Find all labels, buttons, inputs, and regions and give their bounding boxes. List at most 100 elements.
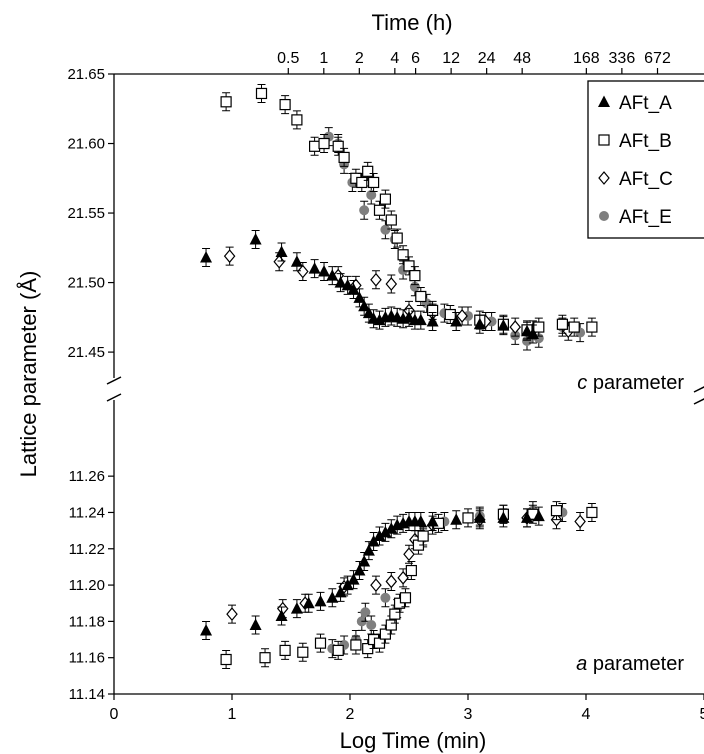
top-tick-label: 168 (573, 50, 600, 67)
y-tick-label: 21.65 (67, 66, 105, 83)
data-point (379, 193, 391, 205)
data-point (314, 637, 327, 649)
data-point (462, 512, 474, 524)
series-aft-a-panel-c (200, 229, 539, 344)
legend: AFt_A AFt_B AFt_C AFt_E (587, 80, 704, 239)
data-point (497, 319, 510, 331)
data-point (370, 272, 382, 287)
x-tick-label: 0 (110, 706, 119, 723)
data-point (403, 547, 415, 562)
data-point (358, 554, 371, 567)
data-point (223, 249, 236, 264)
data-point (356, 176, 368, 189)
data-point (415, 290, 427, 303)
y-tick-label: 21.60 (67, 136, 105, 153)
legend-marker (599, 211, 609, 221)
top-axis-title: Time (h) (371, 10, 452, 35)
x-axis: 0 1 2 3 4 5 (110, 693, 704, 723)
legend-box (587, 80, 704, 239)
c-panel-label-rest: parameter (587, 372, 684, 394)
data-point (405, 564, 417, 577)
data-point (568, 321, 580, 333)
data-point (200, 251, 213, 263)
data-point (586, 321, 598, 333)
x-tick-label: 1 (228, 706, 237, 723)
data-point (473, 511, 486, 523)
data-point (414, 313, 427, 326)
data-point (314, 594, 327, 607)
data-point (297, 264, 309, 279)
data-point (367, 535, 380, 547)
c-panel-label-italic: c (577, 372, 587, 394)
data-point (414, 515, 427, 527)
data-point (347, 283, 360, 295)
data-point (358, 299, 371, 312)
top-tick-label: 1 (319, 50, 328, 67)
top-tick-label: 4 (390, 50, 399, 67)
data-point (417, 530, 429, 542)
data-point (326, 269, 339, 281)
series-aft-a-panel-a (200, 506, 545, 640)
data-point (450, 315, 463, 327)
legend-label: AFt_E (619, 207, 672, 228)
top-tick-label: 24 (478, 50, 496, 67)
y-axis-title: Lattice parameter (Å) (16, 271, 41, 478)
axis-break-mark (693, 386, 704, 393)
data-point (353, 291, 366, 303)
c-panel-label: c parameter (577, 372, 684, 394)
top-tick-label: 336 (609, 50, 636, 67)
data-point (275, 609, 288, 621)
data-point (379, 525, 392, 538)
data-point (220, 653, 232, 666)
data-point (473, 317, 486, 330)
x-axis-title: Log Time (min) (340, 728, 487, 753)
data-point (389, 608, 401, 620)
series-aft-b-panel-a (220, 501, 598, 670)
data-point (556, 318, 569, 330)
data-point (302, 596, 315, 609)
y-axis: 21.45 21.50 21.55 21.60 21.65 11.14 11.16 11.18… (67, 66, 704, 703)
axis-break-mark (106, 376, 122, 385)
y-tick-label: 21.45 (67, 344, 105, 361)
data-point (290, 255, 303, 267)
legend-label: AFt_C (619, 169, 673, 190)
data-point (275, 245, 288, 257)
plot-area (200, 83, 598, 670)
data-point (509, 320, 521, 335)
y-tick-label: 11.20 (69, 577, 105, 594)
data-point (370, 578, 382, 593)
x-tick-label: 4 (582, 706, 591, 723)
data-point (385, 619, 397, 631)
data-point (341, 278, 354, 291)
top-tick-label: 6 (411, 50, 420, 67)
data-point (334, 276, 347, 288)
data-point (366, 620, 377, 631)
data-point (373, 204, 386, 216)
top-tick-label: 48 (513, 50, 531, 67)
data-point (350, 639, 362, 651)
data-point (366, 189, 377, 200)
axis-break-mark (693, 398, 704, 405)
legend-marker (598, 95, 610, 107)
data-point (403, 260, 415, 272)
data-point (362, 544, 375, 556)
y-tick-label: 21.50 (67, 275, 105, 292)
data-point (353, 564, 366, 576)
data-point (341, 578, 354, 591)
data-point (497, 511, 510, 523)
a-panel-label-rest: parameter (587, 653, 684, 675)
data-point (385, 522, 398, 534)
data-point (309, 140, 321, 152)
data-point (318, 264, 331, 277)
data-point (444, 308, 456, 321)
data-point (308, 262, 321, 274)
data-point (362, 165, 374, 177)
data-point (347, 573, 360, 585)
data-point (380, 224, 391, 235)
data-point (391, 232, 403, 244)
x-tick-label: 2 (346, 706, 355, 723)
data-point (279, 644, 291, 657)
data-point (334, 585, 347, 598)
a-panel-label: a parameter (576, 653, 684, 675)
